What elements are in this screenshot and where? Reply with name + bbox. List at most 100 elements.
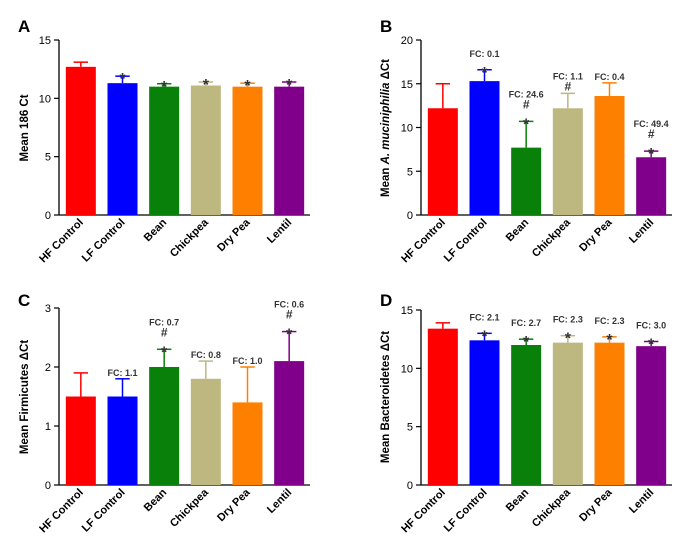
bar-lf-control xyxy=(107,83,138,216)
x-tick-label: Dry Pea xyxy=(577,486,615,524)
fold-change-label: FC: 49.4 xyxy=(634,119,669,129)
x-tick-label: HF Control xyxy=(399,487,448,536)
significance-asterisk: * xyxy=(523,334,530,351)
x-tick-label: Bean xyxy=(142,486,170,514)
bar-hf-control xyxy=(427,108,458,215)
significance-asterisk: * xyxy=(286,77,293,94)
panel-b: B 0 5 10 15 20 Mean A. muciniphilia ΔCt HF Cont… xyxy=(380,17,672,265)
fold-change-label: FC: 1.0 xyxy=(232,356,262,366)
bar-dry-pea xyxy=(232,86,263,216)
y-axis-label-prefix: Mean xyxy=(380,164,392,197)
y-axis-label-suffix: ΔCt xyxy=(380,59,392,83)
fold-change-label: FC: 0.8 xyxy=(191,350,221,360)
significance-hash: # xyxy=(648,127,655,141)
y-tick-label: 2 xyxy=(45,362,51,374)
y-tick-label: 0 xyxy=(45,480,51,492)
y-tick-label: 5 xyxy=(407,422,413,434)
x-tick-label: LF Control xyxy=(80,487,128,535)
x-tick-label: Dry Pea xyxy=(577,216,615,254)
significance-asterisk: * xyxy=(244,78,251,95)
significance-asterisk: * xyxy=(648,337,655,354)
fold-change-label: FC: 0.6 xyxy=(274,300,304,310)
fold-change-label: FC: 1.1 xyxy=(553,71,583,81)
bar-lf-control xyxy=(469,340,500,485)
y-tick-label: 15 xyxy=(39,35,51,47)
y-axis-label: Mean 186 Ct xyxy=(19,94,31,161)
significance-asterisk: * xyxy=(481,65,488,82)
significance-asterisk: * xyxy=(119,71,126,88)
y-tick-label: 0 xyxy=(407,210,413,222)
x-tick-label: Chickpea xyxy=(168,486,212,530)
x-tick-label: Chickpea xyxy=(530,486,574,530)
fold-change-label: FC: 1.1 xyxy=(107,368,137,378)
x-tick-label: Bean xyxy=(504,216,532,244)
bar-chickpea xyxy=(552,108,583,215)
x-tick-label: Bean xyxy=(142,216,170,244)
bar-hf-control xyxy=(65,66,96,215)
significance-hash: # xyxy=(161,325,168,339)
fold-change-label: FC: 2.3 xyxy=(594,316,624,326)
bar-dry-pea xyxy=(594,342,625,485)
x-tick-label: Chickpea xyxy=(168,216,212,260)
x-tick-label: HF Control xyxy=(399,217,448,266)
significance-asterisk: * xyxy=(203,77,210,94)
significance-asterisk: * xyxy=(286,327,293,344)
y-axis-label: Mean A. muciniphilia ΔCt xyxy=(380,59,392,197)
x-tick-label: LF Control xyxy=(442,487,490,535)
x-tick-label: HF Control xyxy=(37,217,86,266)
fold-change-label: FC: 0.7 xyxy=(149,317,179,327)
panel-letter: B xyxy=(380,17,392,36)
x-tick-label: HF Control xyxy=(37,487,86,536)
bar-bean xyxy=(511,345,542,485)
y-axis-label: Mean Bacteroidetes ΔCt xyxy=(380,331,392,463)
x-tick-label: Dry Pea xyxy=(215,486,253,524)
x-tick-label: Lentil xyxy=(265,217,294,246)
bar-dry-pea xyxy=(232,402,263,485)
bar-dry-pea xyxy=(594,96,625,215)
x-tick-label: Chickpea xyxy=(530,216,574,260)
panel-c: C 0 1 2 3 Mean Firmicutes ΔCt HF Control FC: 1.… xyxy=(18,291,310,535)
bar-bean xyxy=(149,367,180,485)
x-tick-label: Bean xyxy=(504,486,532,514)
fold-change-label: FC: 2.7 xyxy=(511,318,541,328)
significance-hash: # xyxy=(523,97,530,111)
significance-hash: # xyxy=(286,308,293,322)
y-tick-label: 1 xyxy=(45,421,51,433)
y-tick-label: 15 xyxy=(401,305,413,317)
y-axis-label: Mean Firmicutes ΔCt xyxy=(19,340,31,455)
x-tick-label: Lentil xyxy=(627,217,656,246)
y-tick-label: 5 xyxy=(407,166,413,178)
bar-hf-control xyxy=(65,396,96,485)
bar-hf-control xyxy=(427,328,458,485)
x-tick-label: Lentil xyxy=(265,487,294,516)
bar-bean xyxy=(511,147,542,215)
bar-chickpea xyxy=(552,342,583,485)
panel-d: D 0 5 10 15 Mean Bacteroidetes ΔCt HF Control *… xyxy=(380,291,672,535)
y-tick-label: 10 xyxy=(401,123,413,135)
bar-lf-control xyxy=(469,81,500,215)
y-tick-label: 0 xyxy=(407,480,413,492)
bar-chickpea xyxy=(190,85,221,215)
y-tick-label: 20 xyxy=(401,35,413,47)
y-tick-label: 5 xyxy=(45,152,51,164)
fold-change-label: FC: 24.6 xyxy=(509,89,544,99)
bar-lentil xyxy=(274,86,305,216)
panel-letter: C xyxy=(18,291,30,310)
panel-letter: D xyxy=(380,291,392,310)
x-tick-label: LF Control xyxy=(80,217,128,265)
x-tick-label: Dry Pea xyxy=(215,216,253,254)
bar-bean xyxy=(149,86,180,216)
fold-change-label: FC: 0.4 xyxy=(594,72,624,82)
y-tick-label: 15 xyxy=(401,79,413,91)
significance-hash: # xyxy=(564,79,571,93)
panel-a: A 0 5 10 15 Mean 186 Ct HF Control * LF Control *… xyxy=(18,17,310,265)
bar-lf-control xyxy=(107,396,138,485)
y-tick-label: 10 xyxy=(39,93,51,105)
fold-change-label: FC: 2.3 xyxy=(553,315,583,325)
significance-asterisk: * xyxy=(606,332,613,349)
fold-change-label: FC: 2.1 xyxy=(469,312,499,322)
y-axis-label-species: A. muciniphilia xyxy=(380,82,392,165)
bar-chickpea xyxy=(190,378,221,485)
x-tick-label: Lentil xyxy=(627,487,656,516)
